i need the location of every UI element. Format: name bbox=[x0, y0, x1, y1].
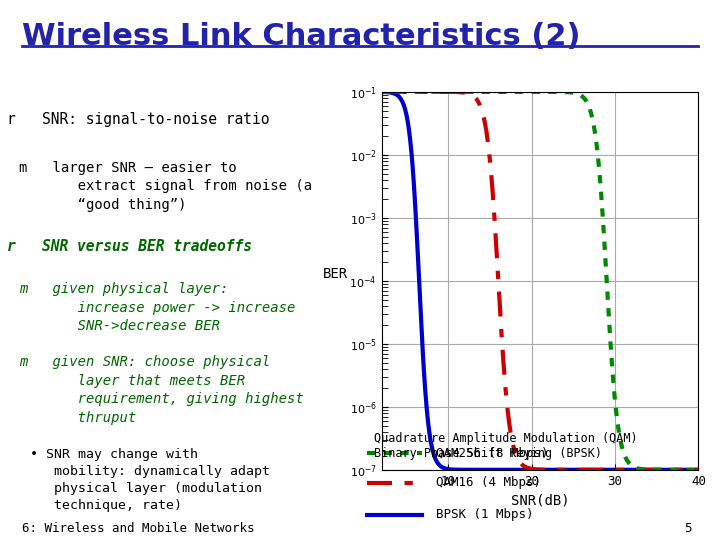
Text: 5: 5 bbox=[684, 522, 691, 535]
Text: r   SNR versus BER tradeoffs: r SNR versus BER tradeoffs bbox=[7, 239, 253, 254]
Text: Wireless Link Characteristics (2): Wireless Link Characteristics (2) bbox=[22, 22, 580, 51]
Text: 6: Wireless and Mobile Networks: 6: Wireless and Mobile Networks bbox=[22, 522, 254, 535]
Text: BPSK (1 Mbps): BPSK (1 Mbps) bbox=[436, 508, 534, 521]
Y-axis label: BER: BER bbox=[323, 267, 348, 281]
Text: • SNR may change with
   mobility: dynamically adapt
   physical layer (modulati: • SNR may change with mobility: dynamica… bbox=[30, 448, 270, 512]
Text: QAM16 (4 Mbps): QAM16 (4 Mbps) bbox=[436, 476, 541, 489]
Text: QAM256 (8 Mbps): QAM256 (8 Mbps) bbox=[436, 447, 549, 460]
Text: Quadrature Amplitude Modulation (QAM)
Binary Phase Shift Keying (BPSK): Quadrature Amplitude Modulation (QAM) Bi… bbox=[374, 432, 638, 460]
Text: m   given SNR: choose physical
       layer that meets BER
       requirement, g: m given SNR: choose physical layer that … bbox=[19, 355, 303, 424]
Text: m   larger SNR – easier to
       extract signal from noise (a
       “good thin: m larger SNR – easier to extract signal … bbox=[19, 161, 312, 212]
Text: m   given physical layer:
       increase power -> increase
       SNR->decrease: m given physical layer: increase power -… bbox=[19, 282, 295, 333]
Text: r   SNR: signal-to-noise ratio: r SNR: signal-to-noise ratio bbox=[7, 112, 270, 127]
X-axis label: SNR(dB): SNR(dB) bbox=[510, 493, 570, 507]
